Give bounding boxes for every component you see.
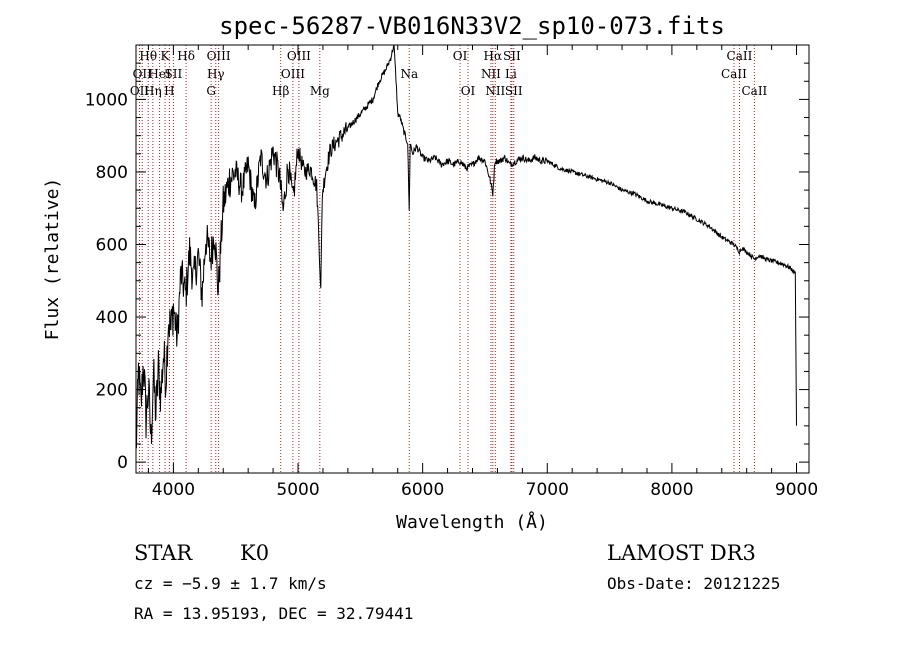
plot-frame: [135, 44, 810, 474]
line-label-1: OII: [133, 67, 153, 81]
line-label-27: CaII: [741, 84, 767, 98]
line-label-17: OI: [453, 49, 468, 63]
coordinates: RA = 13.95193, DEC = 32.79441: [134, 604, 413, 623]
line-label-23: SII: [503, 49, 521, 63]
line-label-16: Na: [400, 67, 418, 81]
line-label-20: Hα: [484, 49, 503, 63]
spectral-line-markers: [138, 45, 755, 473]
y-axis-label: Flux (relative): [42, 178, 63, 341]
y-tick-label-600: 600: [96, 235, 128, 255]
line-label-22: Li: [505, 67, 517, 81]
line-label-9: G: [206, 84, 216, 98]
redshift-value: cz = −5.9 ± 1.7 km/s: [134, 574, 327, 593]
line-label-11: OIII: [207, 49, 231, 63]
spectrum-line: [135, 44, 797, 449]
line-label-2: Hθ: [139, 49, 157, 63]
line-label-4: HeI: [148, 67, 171, 81]
chart-title: spec-56287-VB016N33V2_sp10-073.fits: [219, 12, 725, 40]
line-label-26: CaII: [727, 49, 753, 63]
y-tick-label-1000: 1000: [85, 90, 128, 110]
line-label-5: K: [161, 49, 171, 63]
line-label-15: Mg: [310, 84, 330, 98]
y-tick-label-400: 400: [96, 308, 128, 328]
x-tick-label-4000: 4000: [152, 480, 195, 500]
line-label-25: CaII: [721, 67, 747, 81]
y-axis-ticks: 0 200 400 600 800 1000: [85, 62, 809, 473]
x-tick-label-6000: 6000: [401, 480, 444, 500]
line-label-13: OIII: [281, 67, 305, 81]
spectral-line-labels: OII OII Hθ Hη HeI K H SII Hδ G Hγ OIII Hβ OIII OIII Mg N…: [130, 49, 768, 98]
line-label-7: SII: [165, 67, 183, 81]
x-tick-label-9000: 9000: [775, 480, 818, 500]
line-label-3: Hη: [144, 84, 162, 98]
x-tick-label-8000: 8000: [650, 480, 693, 500]
line-label-19: NII: [481, 67, 501, 81]
y-tick-label-200: 200: [96, 381, 128, 401]
x-tick-label-7000: 7000: [526, 480, 569, 500]
line-label-12: Hβ: [272, 84, 289, 98]
line-label-14: OIII: [287, 49, 311, 63]
line-label-18: OI: [461, 84, 476, 98]
line-label-0: OII: [130, 84, 150, 98]
y-tick-label-800: 800: [96, 163, 128, 183]
y-tick-label-0: 0: [117, 453, 128, 473]
line-label-21: NII: [485, 84, 505, 98]
line-label-8: Hδ: [177, 49, 195, 63]
line-label-10: Hγ: [207, 67, 225, 81]
x-axis-label: Wavelength (Å): [396, 511, 548, 533]
object-class: STAR: [134, 541, 193, 565]
observation-date: Obs-Date: 20121225: [607, 574, 780, 593]
x-tick-label-5000: 5000: [276, 480, 319, 500]
line-label-6: H: [164, 84, 174, 98]
survey-name: LAMOST DR3: [607, 541, 756, 565]
x-axis-ticks: 4000 5000 6000 7000 8000 9000: [147, 45, 818, 500]
line-label-24: SII: [505, 84, 523, 98]
object-subclass: K0: [240, 541, 269, 565]
